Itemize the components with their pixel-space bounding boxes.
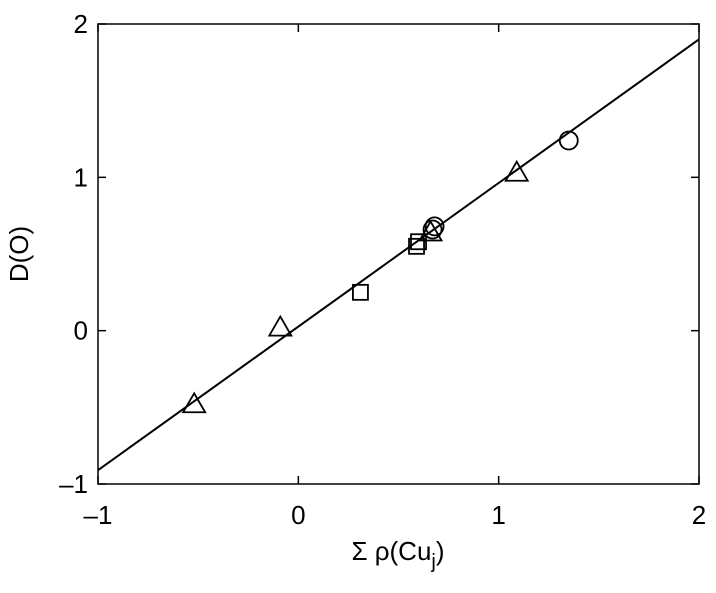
square-marker (410, 233, 427, 251)
x-label-sub: j (430, 551, 435, 573)
triangle-marker (267, 314, 293, 337)
triangle-marker (181, 391, 207, 414)
x-label-end: ) (436, 536, 445, 566)
plot-frame (97, 23, 700, 485)
square-marker (352, 283, 369, 301)
y-axis-label: D(O) (4, 226, 34, 282)
x-tick-label: 1 (491, 500, 505, 530)
circle-marker (422, 219, 443, 240)
x-tick-label: –1 (84, 500, 113, 530)
triangle-marker (504, 159, 530, 182)
y-tick-label: 2 (74, 9, 88, 39)
circle-marker (558, 130, 579, 151)
x-axis-label: Σ ρ(Cuj) (351, 536, 444, 573)
x-label-main: Σ ρ(Cu (351, 536, 431, 566)
y-tick-label: –1 (59, 469, 88, 499)
fit-line (97, 38, 700, 472)
x-tick-label: 0 (291, 500, 305, 530)
y-tick-label: 0 (74, 316, 88, 346)
circle-marker (424, 216, 445, 237)
y-tick-label: 1 (74, 162, 88, 192)
triangle-marker (417, 219, 444, 242)
x-tick-label: 2 (692, 500, 706, 530)
